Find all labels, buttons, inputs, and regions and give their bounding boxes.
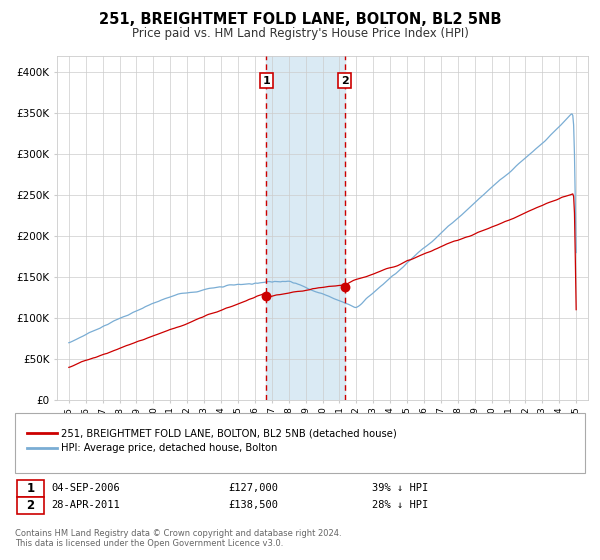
Text: Price paid vs. HM Land Registry's House Price Index (HPI): Price paid vs. HM Land Registry's House … xyxy=(131,27,469,40)
Text: This data is licensed under the Open Government Licence v3.0.: This data is licensed under the Open Gov… xyxy=(15,539,283,548)
Text: Contains HM Land Registry data © Crown copyright and database right 2024.: Contains HM Land Registry data © Crown c… xyxy=(15,529,341,538)
Text: 251, BREIGHTMET FOLD LANE, BOLTON, BL2 5NB: 251, BREIGHTMET FOLD LANE, BOLTON, BL2 5… xyxy=(99,12,501,27)
Text: 2: 2 xyxy=(341,76,349,86)
Text: 39% ↓ HPI: 39% ↓ HPI xyxy=(372,483,428,493)
Point xyxy=(262,292,271,301)
Text: 28% ↓ HPI: 28% ↓ HPI xyxy=(372,500,428,510)
Text: 04-SEP-2006: 04-SEP-2006 xyxy=(51,483,120,493)
Text: HPI: Average price, detached house, Bolton: HPI: Average price, detached house, Bolt… xyxy=(61,443,278,453)
Text: £127,000: £127,000 xyxy=(228,483,278,493)
Text: 251, BREIGHTMET FOLD LANE, BOLTON, BL2 5NB (detached house): 251, BREIGHTMET FOLD LANE, BOLTON, BL2 5… xyxy=(61,428,397,438)
Bar xyxy=(266,56,345,400)
Text: £138,500: £138,500 xyxy=(228,500,278,510)
Text: 2: 2 xyxy=(26,498,34,512)
Point xyxy=(340,282,350,291)
Text: 1: 1 xyxy=(26,482,34,495)
Text: 1: 1 xyxy=(262,76,270,86)
Text: 28-APR-2011: 28-APR-2011 xyxy=(51,500,120,510)
